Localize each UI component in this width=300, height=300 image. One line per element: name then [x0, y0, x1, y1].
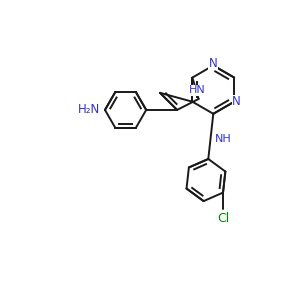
Text: Cl: Cl: [217, 212, 229, 225]
Text: N: N: [232, 95, 241, 108]
Text: N: N: [209, 57, 218, 70]
Text: HN: HN: [189, 85, 206, 95]
Text: H₂N: H₂N: [78, 103, 100, 116]
Text: NH: NH: [215, 134, 232, 144]
